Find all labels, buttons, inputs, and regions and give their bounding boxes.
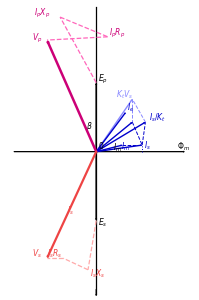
Text: $I_sX_s$: $I_sX_s$	[90, 267, 105, 280]
Text: $I_m$: $I_m$	[121, 140, 130, 153]
Text: $I_m$: $I_m$	[113, 141, 122, 154]
Text: $V_s$: $V_s$	[32, 248, 42, 260]
Text: $V_p$: $V_p$	[32, 32, 43, 45]
Text: $\beta$: $\beta$	[86, 120, 93, 133]
Text: $K_tV_s$: $K_tV_s$	[116, 88, 133, 101]
Text: $I_pR_p$: $I_pR_p$	[109, 26, 126, 40]
Text: $E_p$: $E_p$	[98, 73, 108, 86]
Text: $I_s/K_t$: $I_s/K_t$	[149, 112, 166, 124]
Text: $\Phi_m$: $\Phi_m$	[177, 140, 190, 153]
Text: $I_e$: $I_e$	[127, 102, 134, 114]
Text: $I_s$: $I_s$	[67, 205, 74, 217]
Text: $I_s$: $I_s$	[144, 140, 151, 152]
Text: $I_pX_p$: $I_pX_p$	[34, 7, 50, 20]
Text: $I_sR_s$: $I_sR_s$	[47, 248, 62, 260]
Text: $E_s$: $E_s$	[98, 217, 107, 229]
Text: $0$: $0$	[98, 140, 104, 151]
